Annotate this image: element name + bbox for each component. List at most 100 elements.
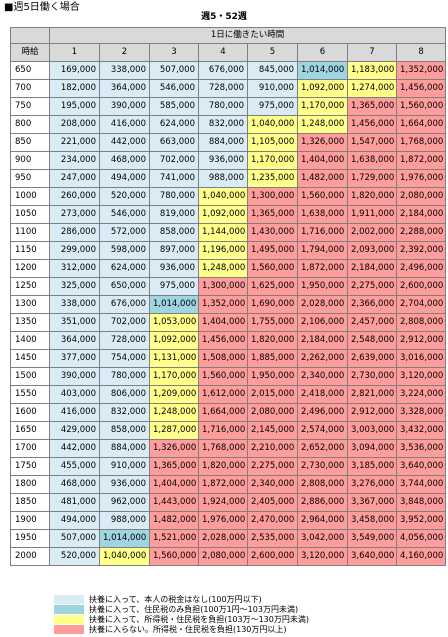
annual-income-cell: 1,456,000 xyxy=(347,115,397,134)
annual-income-cell: 1,625,000 xyxy=(247,277,298,296)
annual-income-cell: 2,574,000 xyxy=(297,421,348,440)
annual-income-cell: 1,560,000 xyxy=(198,367,248,386)
annual-income-cell: 468,000 xyxy=(99,151,150,170)
hourly-wage-cell: 650 xyxy=(10,61,50,80)
annual-income-cell: 1,820,000 xyxy=(347,187,397,206)
annual-income-cell: 988,000 xyxy=(198,169,248,188)
table-row: 1050 273,000 546,000 819,000 1,092,000 1,365,… xyxy=(10,205,447,224)
legend-label: 扶養に入らない。所得税・住民税を負担(130万円以上) xyxy=(89,624,287,634)
annual-income-cell: 429,000 xyxy=(49,421,100,440)
annual-income-cell: 4,160,000 xyxy=(395,547,447,566)
annual-income-cell: 1,872,000 xyxy=(297,259,348,278)
annual-income-cell: 169,000 xyxy=(49,61,100,80)
annual-income-cell: 2,392,000 xyxy=(395,241,447,260)
hour-column-header: 5 xyxy=(247,43,298,62)
annual-income-cell: 2,015,000 xyxy=(247,385,298,404)
annual-income-cell: 4,056,000 xyxy=(395,529,447,548)
annual-income-cell: 3,952,000 xyxy=(395,511,447,530)
table-subtitle: 週5・52週 xyxy=(201,12,247,22)
annual-income-cell: 416,000 xyxy=(49,403,100,422)
annual-income-cell: 1,976,000 xyxy=(198,511,248,530)
annual-income-cell: 377,000 xyxy=(49,349,100,368)
annual-income-cell: 2,028,000 xyxy=(297,295,348,314)
table-row: 1350 351,000 702,000 1,053,000 1,404,000 1,75… xyxy=(10,313,447,332)
annual-income-cell: 3,328,000 xyxy=(395,403,447,422)
legend-item: 扶養に入って、住民税のみ負担(100万1円～103万円未満) xyxy=(54,604,309,614)
annual-income-cell: 364,000 xyxy=(49,331,100,350)
hourly-wage-cell: 1100 xyxy=(10,223,50,242)
annual-income-cell: 1,820,000 xyxy=(198,457,248,476)
annual-income-cell: 936,000 xyxy=(99,475,150,494)
annual-income-cell: 728,000 xyxy=(99,331,150,350)
annual-income-cell: 1,352,000 xyxy=(395,61,447,80)
hour-column-header: 2 xyxy=(99,43,150,62)
annual-income-cell: 442,000 xyxy=(99,133,150,152)
annual-income-cell: 273,000 xyxy=(49,205,100,224)
table-row: 1150 299,000 598,000 897,000 1,196,000 1,495,… xyxy=(10,241,447,260)
annual-income-cell: 2,730,000 xyxy=(297,457,348,476)
annual-income-cell: 1,300,000 xyxy=(247,187,298,206)
annual-income-cell: 1,170,000 xyxy=(297,97,348,116)
annual-income-cell: 3,016,000 xyxy=(395,349,447,368)
annual-income-cell: 936,000 xyxy=(198,151,248,170)
hourly-wage-cell: 700 xyxy=(10,79,50,98)
annual-income-cell: 1,131,000 xyxy=(149,349,199,368)
annual-income-cell: 1,482,000 xyxy=(297,169,348,188)
annual-income-cell: 390,000 xyxy=(99,97,150,116)
annual-income-cell: 1,092,000 xyxy=(198,205,248,224)
hourly-wage-cell: 1200 xyxy=(10,259,50,278)
table-row: 750 195,000 390,000 585,000 780,000 975,000 1,… xyxy=(10,97,447,116)
annual-income-cell: 1,248,000 xyxy=(198,259,248,278)
annual-income-cell: 195,000 xyxy=(49,97,100,116)
annual-income-cell: 468,000 xyxy=(49,475,100,494)
annual-income-cell: 286,000 xyxy=(49,223,100,242)
annual-income-cell: 3,367,000 xyxy=(347,493,397,512)
annual-income-cell: 1,235,000 xyxy=(247,169,298,188)
annual-income-cell: 1,404,000 xyxy=(149,475,199,494)
annual-income-cell: 1,326,000 xyxy=(149,439,199,458)
annual-income-cell: 858,000 xyxy=(99,421,150,440)
hourly-wage-cell: 750 xyxy=(10,97,50,116)
annual-income-cell: 1,560,000 xyxy=(149,547,199,566)
annual-income-cell: 247,000 xyxy=(49,169,100,188)
annual-income-cell: 624,000 xyxy=(149,115,199,134)
annual-income-cell: 3,276,000 xyxy=(347,475,397,494)
annual-income-cell: 1,443,000 xyxy=(149,493,199,512)
annual-income-cell: 520,000 xyxy=(99,187,150,206)
annual-income-cell: 1,911,000 xyxy=(347,205,397,224)
hourly-wage-cell: 1500 xyxy=(10,367,50,386)
hourly-wage-cell: 800 xyxy=(10,115,50,134)
legend-label: 扶養に入って、住民税のみ負担(100万1円～103万円未満) xyxy=(89,604,299,614)
annual-income-cell: 858,000 xyxy=(149,223,199,242)
legend-swatch xyxy=(54,594,84,604)
annual-income-cell: 3,848,000 xyxy=(395,493,447,512)
annual-income-cell: 884,000 xyxy=(99,439,150,458)
annual-income-cell: 3,120,000 xyxy=(395,367,447,386)
annual-income-cell: 1,014,000 xyxy=(149,295,199,314)
hour-column-header: 3 xyxy=(149,43,199,62)
table-row: 1750 455,000 910,000 1,365,000 1,820,000 2,27… xyxy=(10,457,447,476)
annual-income-cell: 1,040,000 xyxy=(198,187,248,206)
annual-income-cell: 1,183,000 xyxy=(347,61,397,80)
annual-income-cell: 403,000 xyxy=(49,385,100,404)
annual-income-cell: 2,002,000 xyxy=(347,223,397,242)
annual-income-cell: 3,042,000 xyxy=(297,529,348,548)
annual-income-cell: 1,495,000 xyxy=(247,241,298,260)
annual-income-cell: 546,000 xyxy=(99,205,150,224)
annual-income-cell: 2,639,000 xyxy=(347,349,397,368)
annual-income-cell: 884,000 xyxy=(198,133,248,152)
table-row: 900 234,000 468,000 702,000 936,000 1,170,000… xyxy=(10,151,447,170)
annual-income-cell: 598,000 xyxy=(99,241,150,260)
annual-income-cell: 676,000 xyxy=(198,61,248,80)
annual-income-cell: 572,000 xyxy=(99,223,150,242)
table-row: 800 208,000 416,000 624,000 832,000 1,040,000… xyxy=(10,115,447,134)
annual-income-cell: 1,287,000 xyxy=(149,421,199,440)
table-row: 1600 416,000 832,000 1,248,000 1,664,000 2,08… xyxy=(10,403,447,422)
annual-income-cell: 2,457,000 xyxy=(347,313,397,332)
hourly-wage-cell: 1850 xyxy=(10,493,50,512)
annual-income-cell: 806,000 xyxy=(99,385,150,404)
header-span-row: 1日に働きたい時間 xyxy=(10,27,447,44)
annual-income-cell: 1,014,000 xyxy=(99,529,150,548)
annual-income-cell: 3,549,000 xyxy=(347,529,397,548)
